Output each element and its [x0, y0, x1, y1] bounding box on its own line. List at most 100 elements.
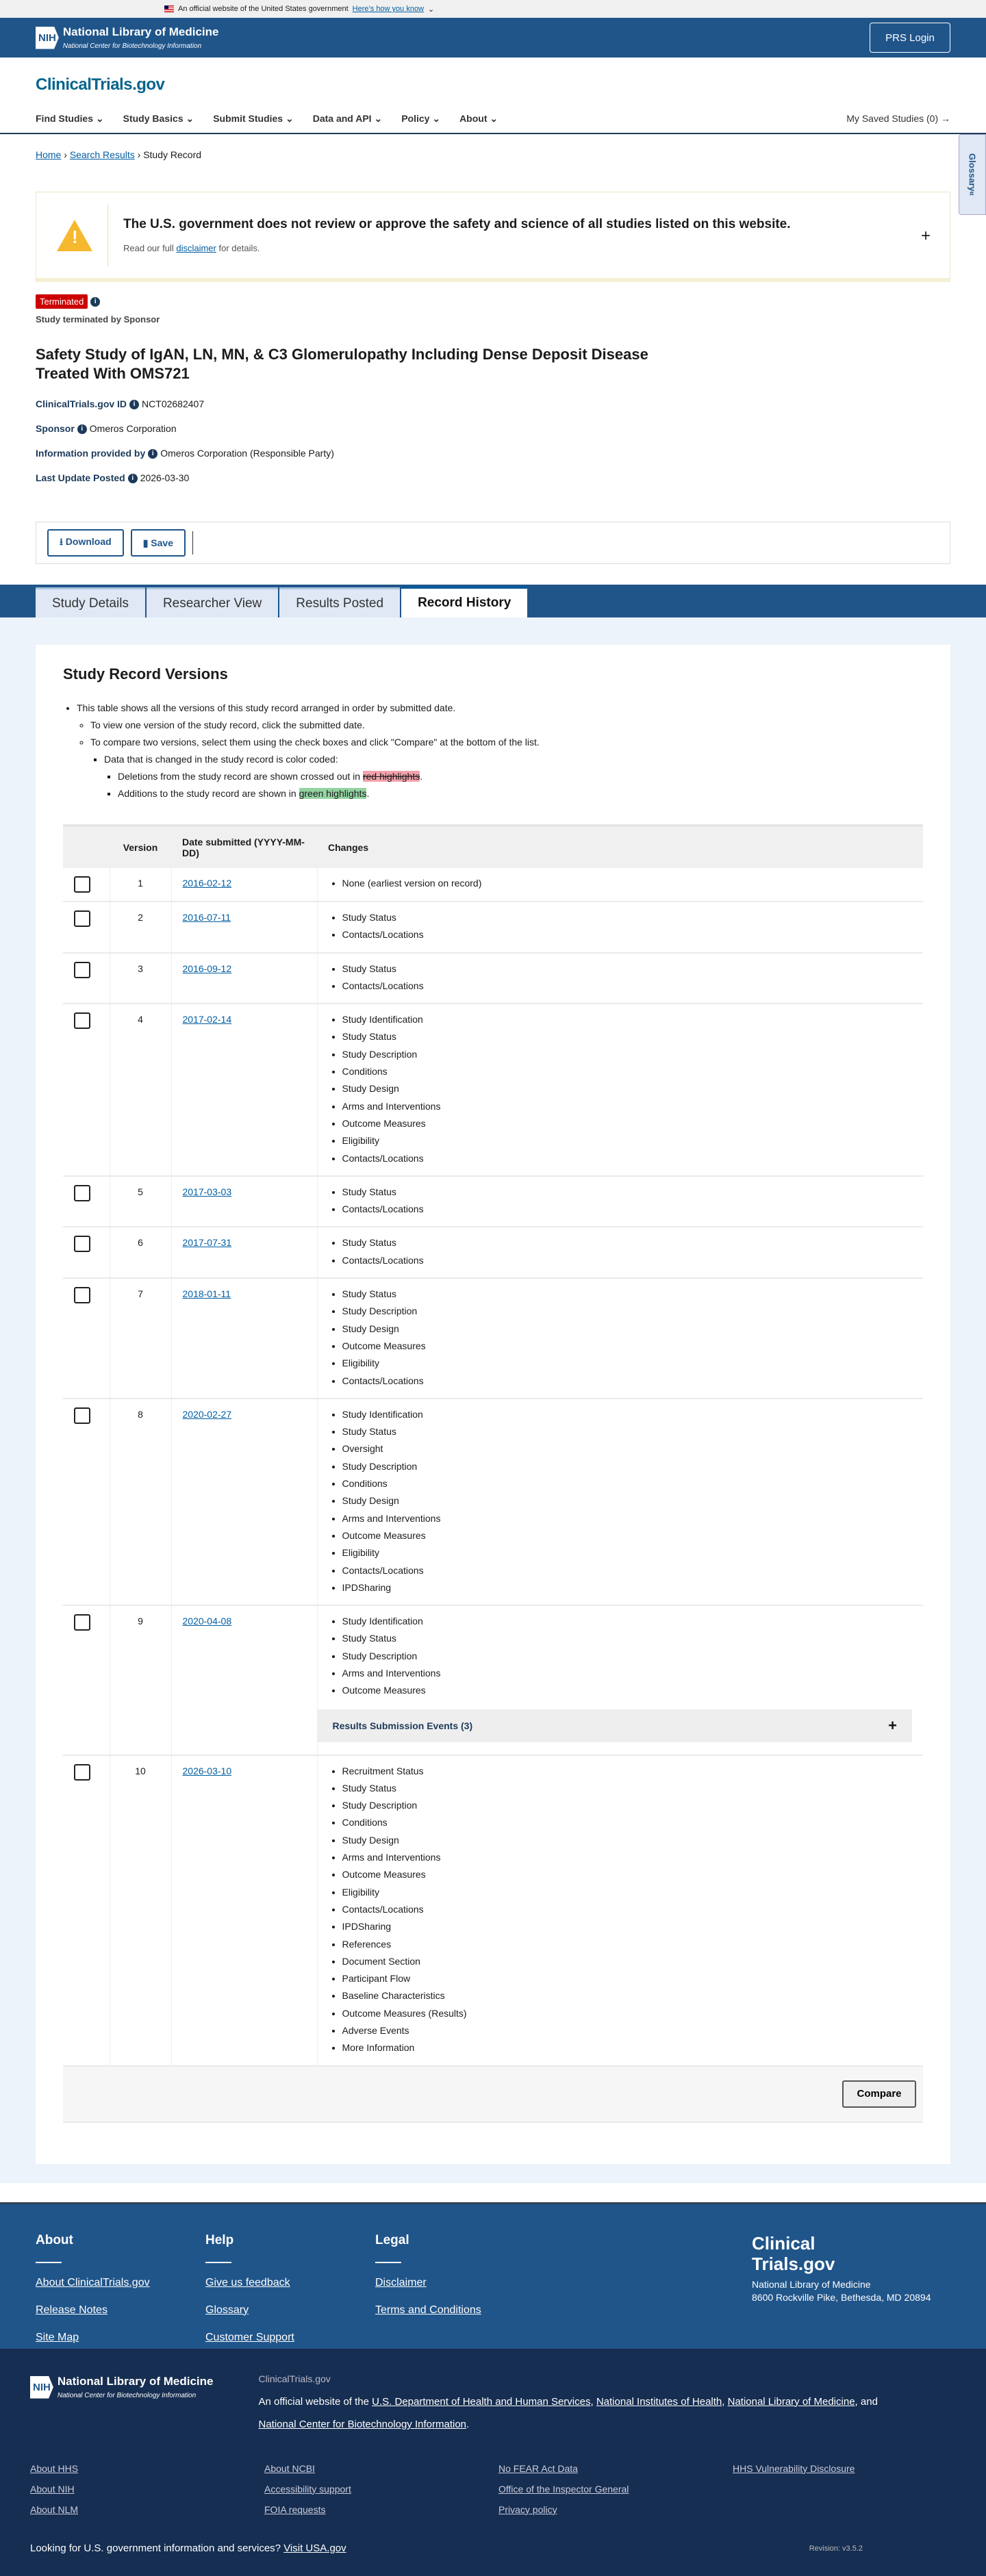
results-submission-events-accordion[interactable]: Results Submission Events (3) + — [317, 1709, 912, 1742]
version-date-link[interactable]: 2018-01-11 — [182, 1288, 231, 1300]
study-tabs: Study Details Researcher View Results Post… — [0, 585, 986, 617]
version-checkbox[interactable] — [74, 1287, 90, 1304]
breadcrumb-search-results[interactable]: Search Results — [69, 149, 135, 160]
chevron-down-icon: ⌄ — [428, 5, 435, 14]
nav-item-find-studies[interactable]: Find Studies ⌄ — [36, 112, 104, 124]
study-field: ClinicalTrials.gov ID i NCT02682407 — [36, 398, 205, 410]
bookmark-icon: ▮ — [142, 537, 149, 548]
version-date-link[interactable]: 2016-07-11 — [182, 912, 231, 923]
tab-results-posted[interactable]: Results Posted — [279, 587, 401, 617]
nav-item-policy[interactable]: Policy ⌄ — [401, 112, 441, 124]
change-item: Recruitment Status — [342, 1763, 913, 1780]
version-date-link[interactable]: 2016-02-12 — [182, 878, 232, 889]
tab-study-details[interactable]: Study Details — [36, 587, 145, 617]
change-item: Study Identification — [342, 1613, 913, 1630]
footer-link[interactable]: Site Map — [36, 2331, 79, 2343]
version-checkbox[interactable] — [74, 1184, 90, 1201]
info-icon[interactable]: i — [148, 449, 158, 459]
footer-col-legal: Legal Disclaimer Terms and Conditions — [375, 2233, 545, 2320]
version-date-link[interactable]: 2026-03-10 — [182, 1765, 232, 1776]
footer-link[interactable]: FOIA requests — [264, 2503, 326, 2515]
version-date-link[interactable]: 2017-03-03 — [182, 1186, 232, 1197]
version-date-link[interactable]: 2020-04-08 — [182, 1616, 232, 1627]
footer-link[interactable]: Privacy policy — [498, 2503, 557, 2515]
footer-brand: Clinical Trials.gov National Library of M… — [752, 2232, 931, 2303]
table-row: 9 2020-04-08 Study IdentificationStudy Sta… — [63, 1605, 923, 1756]
breadcrumb-home[interactable]: Home — [36, 149, 62, 160]
tab-researcher-view[interactable]: Researcher View — [146, 587, 279, 617]
chevron-down-icon: ⌄ — [183, 112, 194, 124]
change-item: Study Design — [342, 1492, 913, 1509]
version-date-link[interactable]: 2017-07-31 — [182, 1237, 232, 1249]
site-logo[interactable]: ClinicalTrials.gov — [36, 75, 165, 94]
saved-studies-link[interactable]: My Saved Studies (0) → — [846, 113, 950, 124]
glossary-tab[interactable]: Glossary « — [959, 134, 986, 215]
nlm-link[interactable]: National Library of Medicine — [727, 2395, 855, 2408]
footer-link[interactable]: Release Notes — [36, 2304, 108, 2316]
footer-nlm-logo[interactable]: NIH National Library of Medicine National… — [30, 2375, 214, 2400]
version-checkbox[interactable] — [74, 1012, 90, 1030]
changes-list: Study StatusContacts/Locations — [329, 909, 913, 944]
tab-record-history[interactable]: Record History — [401, 586, 528, 617]
info-icon[interactable]: i — [90, 297, 101, 307]
version-date-link[interactable]: 2017-02-14 — [182, 1014, 232, 1025]
info-icon[interactable]: i — [77, 424, 87, 435]
usa-gov-link[interactable]: Visit USA.gov — [283, 2542, 346, 2554]
change-item: IPDSharing — [342, 1918, 913, 1935]
hhs-link[interactable]: U.S. Department of Health and Human Serv… — [372, 2395, 591, 2408]
footer-link[interactable]: Customer Support — [205, 2331, 294, 2343]
version-number: 8 — [110, 1398, 172, 1607]
version-checkbox[interactable] — [74, 1236, 90, 1253]
nav-item-submit-studies[interactable]: Submit Studies ⌄ — [213, 112, 294, 124]
footer-link[interactable]: About ClinicalTrials.gov — [36, 2276, 150, 2288]
version-checkbox[interactable] — [74, 1763, 90, 1781]
nih-link[interactable]: National Institutes of Health — [596, 2395, 722, 2408]
study-field: Information provided by i Omeros Corporati… — [36, 448, 334, 459]
how-you-know-link[interactable]: Here’s how you know — [352, 5, 425, 13]
footer-link[interactable]: Give us feedback — [205, 2276, 290, 2288]
changes-list: Study StatusStudy DescriptionStudy Desig… — [329, 1286, 913, 1390]
version-date-link[interactable]: 2016-09-12 — [182, 962, 232, 974]
footer-link[interactable]: About NIH — [30, 2483, 75, 2495]
change-item: Contacts/Locations — [342, 1373, 913, 1390]
info-icon[interactable]: i — [129, 400, 140, 410]
change-item: Study Identification — [342, 1011, 913, 1028]
change-item: Eligibility — [342, 1132, 913, 1149]
changes-list: Study IdentificationStudy StatusOversigh… — [329, 1406, 913, 1596]
footer-link[interactable]: Terms and Conditions — [375, 2304, 481, 2316]
footer-link[interactable]: Glossary — [205, 2304, 249, 2316]
expand-plus-icon[interactable]: + — [920, 227, 931, 245]
version-checkbox[interactable] — [74, 1614, 90, 1631]
footer-link[interactable]: About NCBI — [264, 2462, 315, 2474]
nav-item-about[interactable]: About ⌄ — [459, 112, 498, 124]
version-number: 3 — [110, 952, 172, 1005]
save-button[interactable]: ▮ Save — [130, 529, 186, 557]
version-checkbox[interactable] — [74, 1407, 90, 1424]
nav-item-data-and-api[interactable]: Data and API ⌄ — [312, 112, 383, 124]
info-icon[interactable]: i — [127, 474, 138, 484]
status-note: Study terminated by Sponsor — [36, 314, 160, 324]
disclaimer-link[interactable]: disclaimer — [176, 243, 216, 253]
nlm-logo[interactable]: NIH National Library of Medicine National… — [36, 25, 219, 51]
footer-link[interactable]: About HHS — [30, 2462, 79, 2474]
change-item: Outcome Measures — [342, 1866, 913, 1883]
compare-button[interactable]: Compare — [842, 2080, 916, 2108]
prs-login-button[interactable]: PRS Login — [870, 23, 950, 53]
ncbi-link[interactable]: National Center for Biotechnology Inform… — [258, 2418, 467, 2430]
footer-link[interactable]: Accessibility support — [264, 2483, 351, 2495]
download-button[interactable]: ⭳ Download — [47, 529, 124, 557]
footer-link[interactable]: About NLM — [30, 2503, 79, 2515]
version-checkbox[interactable] — [74, 961, 90, 978]
version-date-link[interactable]: 2020-02-27 — [182, 1408, 232, 1420]
version-checkbox[interactable] — [74, 876, 90, 893]
version-number: 2 — [110, 902, 172, 954]
nav-item-study-basics[interactable]: Study Basics ⌄ — [123, 112, 194, 124]
change-item: Arms and Interventions — [342, 1510, 913, 1527]
footer-link[interactable]: Disclaimer — [375, 2276, 427, 2288]
change-item: Study Status — [342, 1028, 913, 1045]
version-checkbox[interactable] — [74, 910, 90, 927]
change-item: Study Description — [342, 1046, 913, 1063]
footer-link[interactable]: Office of the Inspector General — [498, 2483, 629, 2495]
footer-link[interactable]: No FEAR Act Data — [498, 2462, 578, 2474]
footer-link[interactable]: HHS Vulnerability Disclosure — [733, 2462, 855, 2474]
